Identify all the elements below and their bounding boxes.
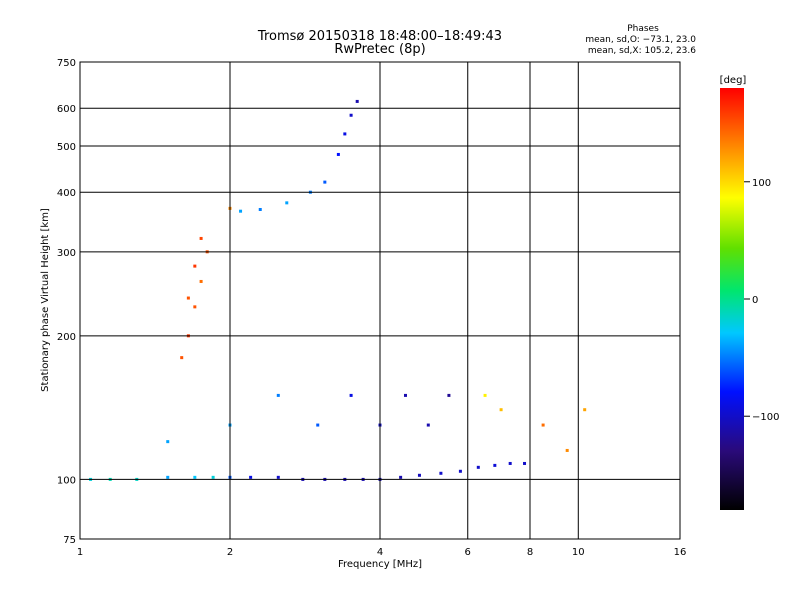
- y-tick-label: 75: [63, 535, 76, 546]
- colorbar-tick-label: −100: [752, 412, 779, 423]
- echo-point: [508, 461, 512, 465]
- chart-subtitle: RwPretec (8p): [334, 42, 425, 57]
- echo-point: [403, 393, 407, 397]
- x-tick-label: 4: [377, 547, 383, 558]
- phase-box-heading: Phases: [627, 24, 659, 34]
- plot-frame: [79, 61, 681, 540]
- echo-point: [476, 465, 480, 469]
- echo-point: [447, 393, 451, 397]
- colorbar: [720, 88, 744, 510]
- echo-point: [211, 475, 215, 479]
- echo-point: [583, 408, 587, 412]
- phase-box-o-line: mean, sd,O: −73.1, 23.0: [585, 35, 696, 45]
- colorbar-tick-label: 100: [752, 178, 771, 189]
- echo-point: [323, 180, 327, 184]
- echo-point: [285, 201, 289, 205]
- echo-point: [186, 296, 190, 300]
- echo-point: [166, 475, 170, 479]
- data-points: [89, 99, 587, 481]
- echo-point: [249, 475, 253, 479]
- echo-point: [199, 236, 203, 240]
- echo-point: [355, 99, 359, 103]
- x-tick-label: 2: [227, 547, 233, 558]
- echo-point: [343, 132, 347, 136]
- echo-point: [523, 461, 527, 465]
- x-axis-label: Frequency [MHz]: [338, 559, 422, 570]
- x-tick-label: 1: [77, 547, 83, 558]
- x-tick-label: 16: [674, 547, 687, 558]
- x-tick-label: 10: [572, 547, 585, 558]
- echo-point: [399, 475, 403, 479]
- echo-point: [336, 152, 340, 156]
- colorbar-ticks: 100 0 −100: [744, 178, 779, 423]
- x-tick-label: 8: [527, 547, 533, 558]
- echo-point: [180, 356, 184, 360]
- echo-point: [276, 393, 280, 397]
- echo-point: [541, 423, 545, 427]
- y-tick-label: 400: [57, 188, 76, 199]
- phase-box-x-line: mean, sd,X: 105.2, 23.6: [588, 46, 696, 56]
- echo-point: [166, 440, 170, 444]
- echo-point: [316, 423, 320, 427]
- grid: [80, 62, 680, 539]
- echo-point: [417, 473, 421, 477]
- echo-point: [193, 475, 197, 479]
- echo-point: [458, 469, 462, 473]
- colorbar-tick-label: 0: [752, 295, 758, 306]
- echo-point: [483, 393, 487, 397]
- y-tick-label: 750: [57, 58, 76, 69]
- y-axis: 75 100 200 300 400 500 600 750: [57, 58, 76, 546]
- echo-point: [565, 448, 569, 452]
- echo-point: [499, 408, 503, 412]
- echo-point: [349, 393, 353, 397]
- echo-point: [199, 279, 203, 283]
- echo-point: [426, 423, 430, 427]
- x-axis: 1 2 4 6 8 10 16: [77, 547, 687, 558]
- echo-point: [258, 207, 262, 211]
- echo-point: [493, 463, 497, 467]
- y-tick-label: 100: [57, 475, 76, 486]
- echo-point: [439, 471, 443, 475]
- chart-title: Tromsø 20150318 18:48:00–18:49:43: [257, 29, 502, 44]
- echo-point: [193, 305, 197, 309]
- y-axis-label: Stationary phase Virtual Height [km]: [40, 208, 51, 392]
- echo-point: [239, 209, 243, 213]
- echo-point: [276, 475, 280, 479]
- colorbar-label: [deg]: [720, 75, 747, 86]
- y-tick-label: 200: [57, 332, 76, 343]
- x-tick-label: 6: [465, 547, 471, 558]
- y-tick-label: 600: [57, 104, 76, 115]
- y-tick-label: 300: [57, 248, 76, 259]
- echo-point: [193, 264, 197, 268]
- y-tick-label: 500: [57, 142, 76, 153]
- echo-point: [349, 113, 353, 117]
